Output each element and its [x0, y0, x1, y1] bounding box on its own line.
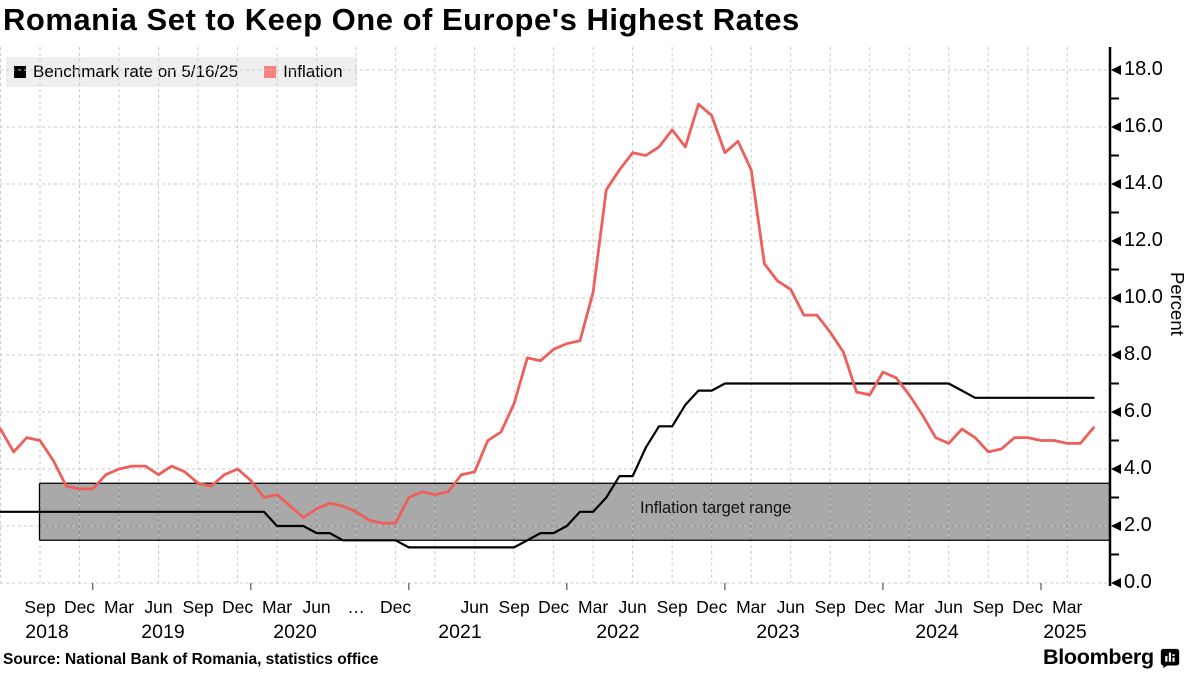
- y-tick-label: 10.0: [1124, 286, 1163, 308]
- y-axis-major-tick: [1111, 350, 1121, 360]
- x-month-label: Dec: [696, 597, 728, 617]
- x-month-label: Jun: [302, 597, 331, 617]
- x-month-label: Mar: [736, 597, 767, 617]
- x-year-label: 2021: [438, 621, 482, 643]
- y-tick-label: 4.0: [1124, 457, 1152, 479]
- y-axis-major-tick: [1111, 464, 1121, 474]
- legend-label-inflation: Inflation: [283, 62, 343, 81]
- x-month-label: Mar: [1052, 597, 1083, 617]
- y-tick-label: 6.0: [1124, 400, 1152, 422]
- y-tick-label: 8.0: [1124, 343, 1152, 365]
- target-band-label: Inflation target range: [640, 499, 792, 517]
- bloomberg-wordmark: Bloomberg: [1043, 645, 1154, 669]
- y-tick-label: 14.0: [1124, 172, 1163, 194]
- x-month-label: Mar: [894, 597, 925, 617]
- legend: Benchmark rate on 5/16/25 Inflation: [6, 57, 357, 87]
- x-month-label: Jun: [618, 597, 647, 617]
- x-year-label: 2024: [915, 621, 959, 643]
- x-month-label: Jun: [776, 597, 805, 617]
- y-tick-label: 12.0: [1124, 229, 1163, 251]
- inflation-line: [0, 102, 1095, 525]
- x-year-label: 2022: [596, 621, 640, 643]
- x-month-label: Dec: [380, 597, 412, 617]
- legend-item-inflation: Inflation: [264, 62, 343, 82]
- y-axis-major-tick: [1111, 407, 1121, 417]
- x-month-label: Dec: [854, 597, 886, 617]
- y-tick-label: 18.0: [1124, 58, 1163, 80]
- x-year-label: 2023: [756, 621, 800, 643]
- x-month-label: Jun: [934, 597, 963, 617]
- y-axis-major-tick: [1111, 293, 1121, 303]
- x-month-label: Jun: [460, 597, 489, 617]
- x-month-label: Sep: [498, 597, 530, 617]
- x-month-label: Jun: [144, 597, 173, 617]
- x-month-label: Dec: [63, 597, 96, 617]
- x-year-label: 2018: [25, 621, 69, 643]
- x-year-label: 2025: [1043, 621, 1087, 643]
- x-month-label: Sep: [814, 597, 846, 617]
- x-year-label: 2019: [141, 621, 185, 643]
- y-axis-major-tick: [1111, 122, 1121, 132]
- x-month-label: Mar: [261, 597, 293, 617]
- y-axis-major-tick: [1111, 65, 1121, 75]
- bloomberg-logo-icon: [1160, 648, 1179, 668]
- x-month-label: Sep: [24, 597, 56, 617]
- y-axis-major-tick: [1111, 236, 1121, 246]
- y-axis-major-tick: [1111, 179, 1121, 189]
- legend-label-benchmark: Benchmark rate on 5/16/25: [33, 62, 239, 81]
- chart-title: Romania Set to Keep One of Europe's High…: [3, 2, 800, 37]
- x-month-label: Dec: [1012, 597, 1044, 617]
- x-month-label: …: [347, 597, 365, 617]
- x-year-label: 2020: [273, 621, 317, 643]
- y-tick-label: 0.0: [1124, 571, 1152, 593]
- x-month-label: Dec: [221, 597, 254, 617]
- x-month-label: Sep: [656, 597, 688, 617]
- y-tick-label: 2.0: [1124, 514, 1152, 536]
- bloomberg-branding: Bloomberg: [1043, 645, 1180, 670]
- x-month-label: Sep: [182, 597, 214, 617]
- benchmark-swatch-icon: [14, 66, 26, 78]
- y-axis-major-tick: [1111, 578, 1121, 588]
- y-tick-label: 16.0: [1124, 115, 1163, 137]
- y-axis-title: Percent: [1167, 272, 1188, 336]
- x-month-label: Sep: [972, 597, 1004, 617]
- benchmark-line: [0, 382, 1095, 549]
- inflation-swatch-icon: [264, 66, 277, 78]
- x-month-label: Mar: [103, 597, 135, 617]
- x-month-label: Mar: [578, 597, 609, 617]
- x-month-label: Dec: [538, 597, 570, 617]
- source-note: Source: National Bank of Romania, statis…: [3, 651, 379, 668]
- legend-item-benchmark: Benchmark rate on 5/16/25: [14, 62, 238, 82]
- y-axis-major-tick: [1111, 521, 1121, 531]
